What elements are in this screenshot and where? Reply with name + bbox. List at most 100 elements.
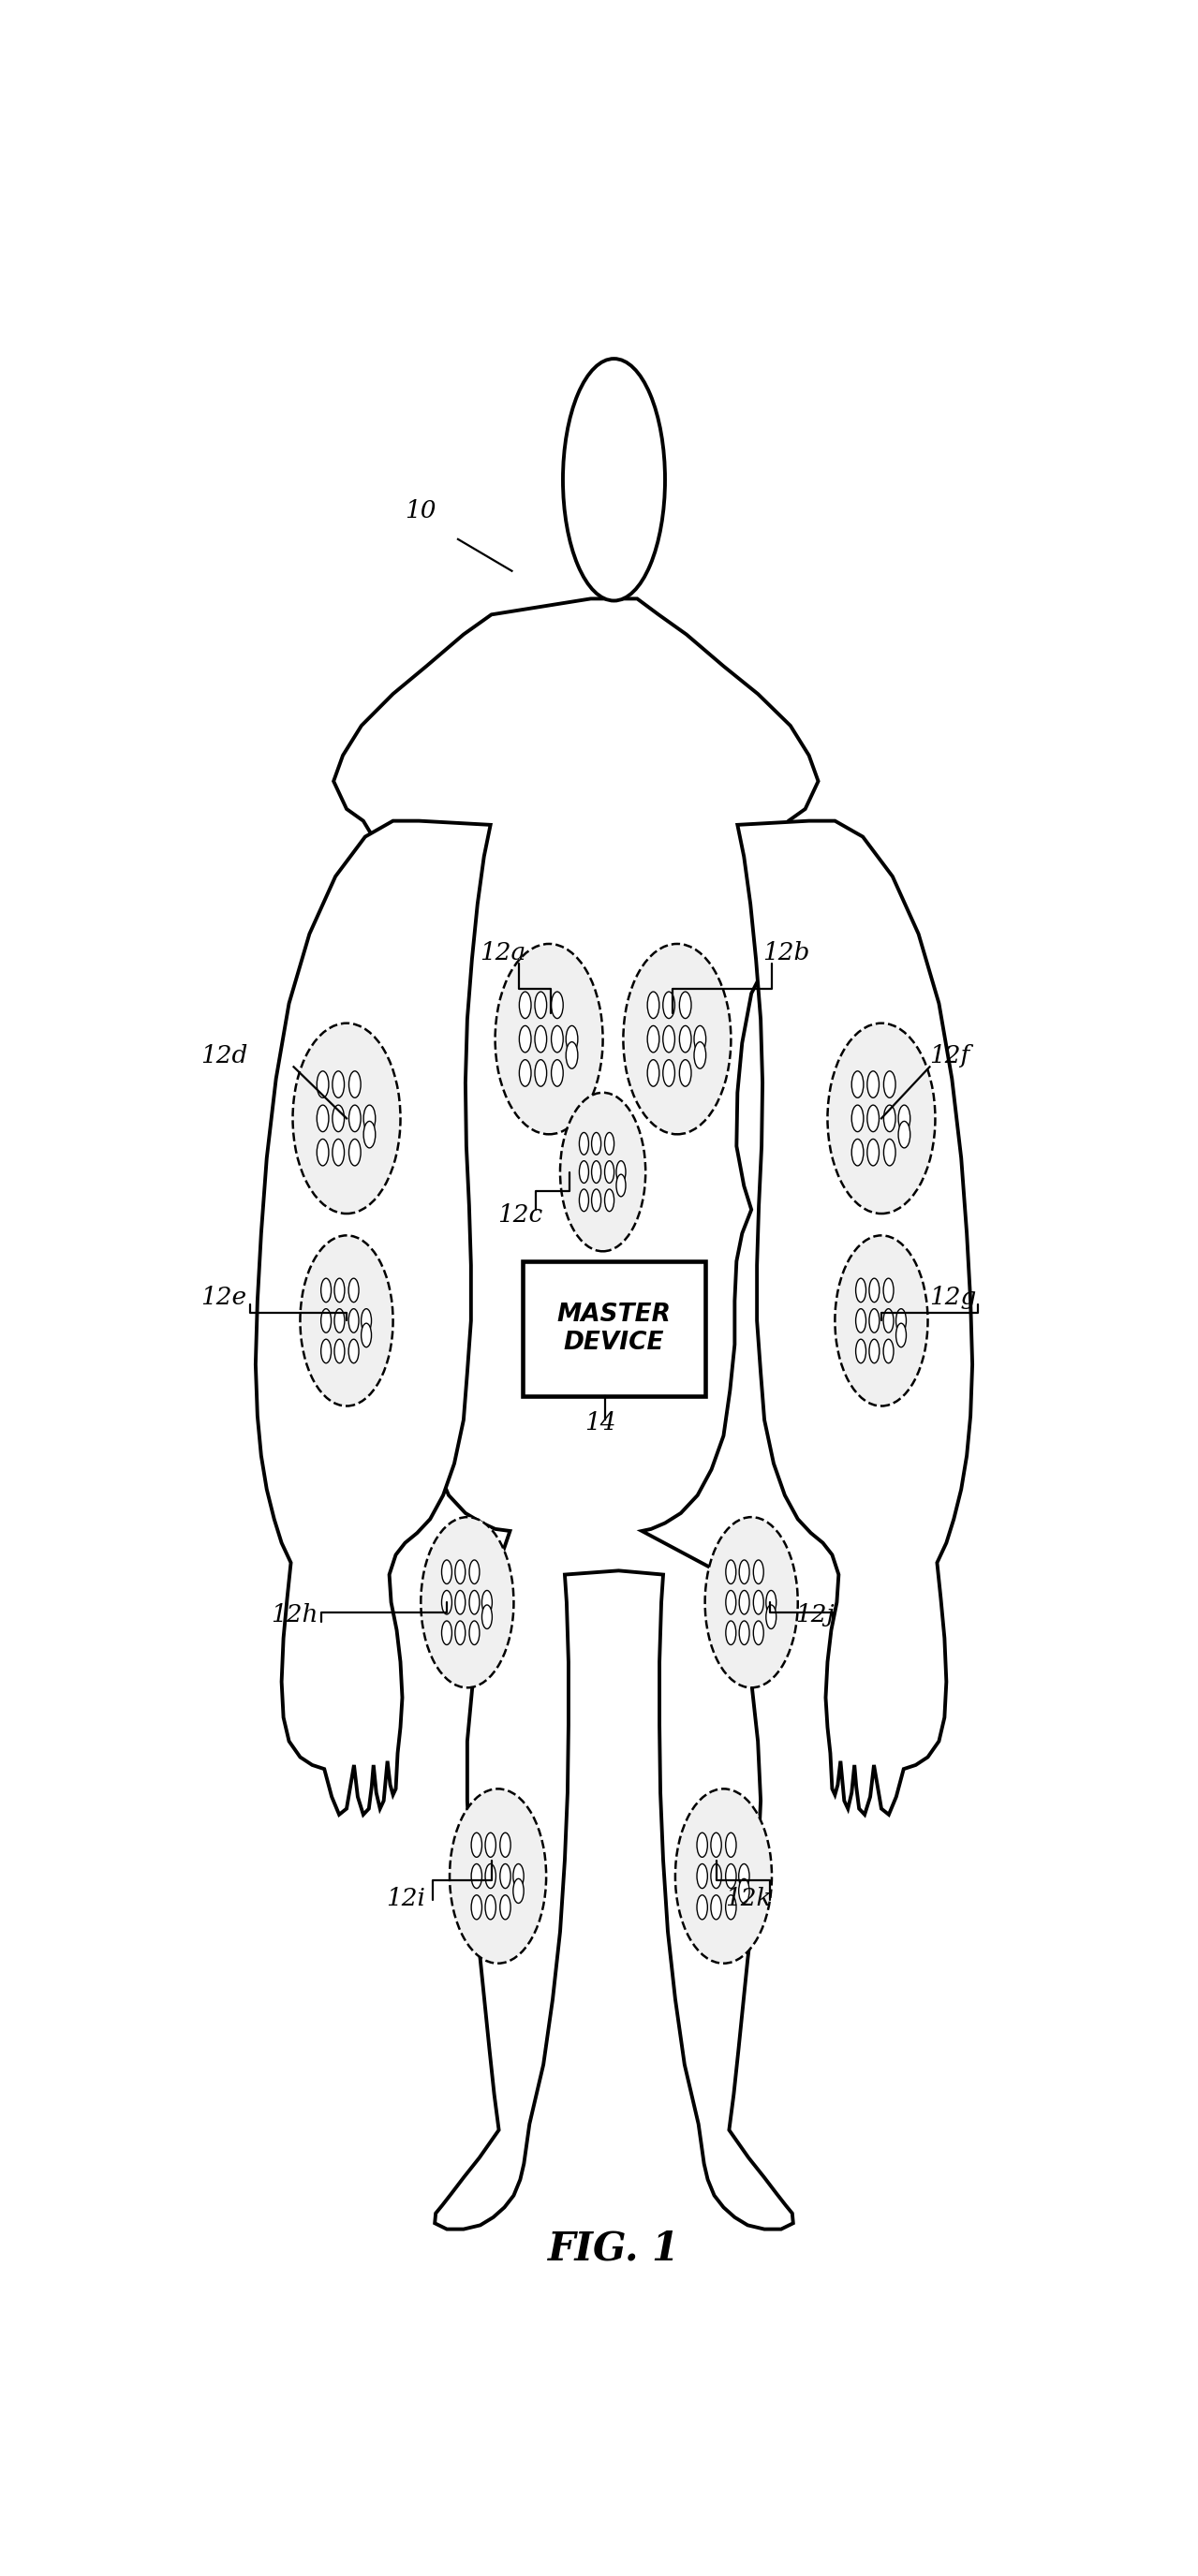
Ellipse shape [835, 1236, 927, 1406]
Ellipse shape [580, 1133, 588, 1154]
Ellipse shape [563, 358, 665, 600]
Ellipse shape [697, 1896, 708, 1919]
Ellipse shape [694, 1041, 706, 1069]
Ellipse shape [534, 1059, 546, 1087]
Ellipse shape [485, 1865, 496, 1888]
Ellipse shape [449, 1788, 546, 1963]
Ellipse shape [442, 1620, 452, 1643]
Polygon shape [333, 598, 818, 2228]
Ellipse shape [870, 1340, 879, 1363]
Ellipse shape [420, 1517, 514, 1687]
Ellipse shape [471, 1865, 482, 1888]
Text: 12g: 12g [930, 1285, 976, 1309]
Ellipse shape [592, 1190, 601, 1211]
Text: 12b: 12b [763, 940, 810, 963]
Ellipse shape [704, 1517, 798, 1687]
Ellipse shape [710, 1832, 721, 1857]
Ellipse shape [513, 1878, 524, 1904]
Ellipse shape [754, 1561, 763, 1584]
Ellipse shape [896, 1324, 906, 1347]
Ellipse shape [534, 992, 546, 1018]
Ellipse shape [470, 1589, 479, 1615]
Ellipse shape [726, 1896, 737, 1919]
Ellipse shape [884, 1105, 896, 1131]
Ellipse shape [726, 1561, 736, 1584]
Ellipse shape [316, 1105, 328, 1131]
Ellipse shape [316, 1072, 328, 1097]
Ellipse shape [726, 1589, 736, 1615]
Ellipse shape [470, 1561, 479, 1584]
Ellipse shape [870, 1309, 879, 1332]
Ellipse shape [754, 1589, 763, 1615]
Ellipse shape [697, 1865, 708, 1888]
Ellipse shape [471, 1832, 482, 1857]
Ellipse shape [349, 1072, 361, 1097]
Ellipse shape [647, 992, 659, 1018]
Ellipse shape [647, 1059, 659, 1087]
Ellipse shape [363, 1105, 375, 1131]
Ellipse shape [580, 1190, 588, 1211]
Ellipse shape [662, 992, 674, 1018]
Ellipse shape [513, 1865, 524, 1888]
Ellipse shape [561, 1092, 646, 1252]
Ellipse shape [292, 1023, 400, 1213]
Ellipse shape [363, 1121, 375, 1149]
Ellipse shape [739, 1589, 750, 1615]
Ellipse shape [710, 1865, 721, 1888]
Ellipse shape [316, 1139, 328, 1167]
Ellipse shape [697, 1832, 708, 1857]
Ellipse shape [551, 1025, 563, 1054]
Text: 10: 10 [405, 500, 436, 523]
Ellipse shape [623, 943, 731, 1133]
Ellipse shape [442, 1589, 452, 1615]
Ellipse shape [616, 1162, 625, 1182]
Ellipse shape [362, 1324, 371, 1347]
Ellipse shape [349, 1105, 361, 1131]
Ellipse shape [898, 1105, 910, 1131]
Text: 12i: 12i [387, 1888, 425, 1911]
Ellipse shape [855, 1278, 866, 1303]
Ellipse shape [565, 1025, 577, 1054]
Polygon shape [255, 822, 490, 1814]
Text: FIG. 1: FIG. 1 [547, 2228, 680, 2269]
Ellipse shape [565, 1041, 577, 1069]
Ellipse shape [855, 1309, 866, 1332]
Ellipse shape [519, 1059, 531, 1087]
Ellipse shape [647, 1025, 659, 1054]
Ellipse shape [828, 1023, 936, 1213]
Ellipse shape [580, 1162, 588, 1182]
Ellipse shape [694, 1025, 706, 1054]
Ellipse shape [332, 1139, 344, 1167]
Text: 12d: 12d [201, 1043, 248, 1066]
Ellipse shape [739, 1865, 750, 1888]
Ellipse shape [867, 1139, 879, 1167]
Ellipse shape [867, 1072, 879, 1097]
Ellipse shape [884, 1072, 896, 1097]
Ellipse shape [349, 1278, 358, 1303]
Ellipse shape [495, 943, 603, 1133]
Ellipse shape [739, 1878, 750, 1904]
Ellipse shape [482, 1589, 492, 1615]
Ellipse shape [739, 1561, 750, 1584]
Text: 14: 14 [585, 1412, 616, 1435]
Ellipse shape [321, 1340, 331, 1363]
Ellipse shape [482, 1605, 492, 1628]
Ellipse shape [852, 1139, 864, 1167]
Ellipse shape [332, 1072, 344, 1097]
Text: 12j: 12j [795, 1602, 834, 1628]
Ellipse shape [551, 992, 563, 1018]
Ellipse shape [726, 1620, 736, 1643]
Text: MASTER
DEVICE: MASTER DEVICE [557, 1303, 671, 1355]
Ellipse shape [855, 1340, 866, 1363]
Ellipse shape [500, 1896, 510, 1919]
Ellipse shape [334, 1340, 345, 1363]
Ellipse shape [754, 1620, 763, 1643]
Ellipse shape [551, 1059, 563, 1087]
Ellipse shape [349, 1340, 358, 1363]
Text: 12k: 12k [726, 1888, 772, 1911]
Ellipse shape [710, 1896, 721, 1919]
Ellipse shape [884, 1139, 896, 1167]
Ellipse shape [455, 1589, 465, 1615]
Ellipse shape [485, 1832, 496, 1857]
Ellipse shape [349, 1309, 358, 1332]
